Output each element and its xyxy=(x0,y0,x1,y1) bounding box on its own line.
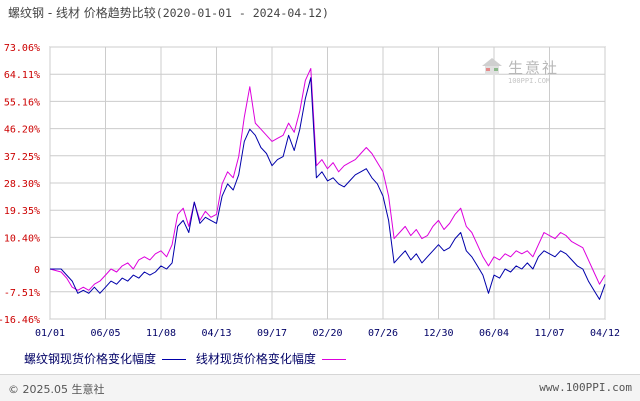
price-trend-chart: 生意社 100PPI.COM 73.06% 64.11% 55.16% 46.20% 3… xyxy=(0,43,620,339)
y-tick-label: 28.30% xyxy=(4,179,40,190)
x-tick-label: 06/05 xyxy=(90,328,120,339)
y-tick-label: 46.20% xyxy=(4,125,40,136)
chart-title-text: 螺纹钢 - 线材 价格趋势比较 xyxy=(8,6,156,20)
series-lines xyxy=(49,68,606,300)
x-tick-label: 09/17 xyxy=(257,328,287,339)
legend: 螺纹钢现货价格变化幅度 线材现货价格变化幅度 xyxy=(24,350,352,367)
x-tick-label: 12/30 xyxy=(423,328,453,339)
footer-site-link[interactable]: www.100PPI.com xyxy=(539,381,632,394)
legend-rebar-label: 螺纹钢现货价格变化幅度 xyxy=(24,352,157,366)
y-tick-label: 73.06% xyxy=(4,43,40,54)
x-tick-label: 04/12 xyxy=(590,328,620,339)
series-line-rebar xyxy=(50,77,606,300)
y-axis: 73.06% 64.11% 55.16% 46.20% 37.25% 28.30% 19.3… xyxy=(0,43,40,326)
y-tick-label: -16.46% xyxy=(0,315,40,326)
x-axis: 01/01 06/05 11/08 04/13 09/17 02/20 07/26 12/30… xyxy=(35,328,620,339)
y-tick-label: 64.11% xyxy=(4,70,40,81)
footer: © 2025.05 生意社 www.100PPI.com xyxy=(0,374,640,401)
y-tick-label: 19.35% xyxy=(4,206,40,217)
house-logo-icon xyxy=(482,58,502,75)
x-tick-label: 11/08 xyxy=(146,328,176,339)
watermark-url: 100PPI.COM xyxy=(508,77,550,85)
chart-title: 螺纹钢 - 线材 价格趋势比较(2020-01-01 - 2024-04-12) xyxy=(8,4,329,21)
x-tick-label: 04/13 xyxy=(201,328,231,339)
watermark: 生意社 100PPI.COM xyxy=(482,58,559,85)
chart-date-range: (2020-01-01 - 2024-04-12) xyxy=(155,6,329,20)
watermark-name: 生意社 xyxy=(508,59,559,77)
y-tick-label: 37.25% xyxy=(4,152,40,163)
y-tick-label: -7.51% xyxy=(4,288,40,299)
grid-lines xyxy=(49,46,606,320)
footer-copyright: © 2025.05 生意社 xyxy=(8,383,105,396)
legend-wire-label: 线材现货价格变化幅度 xyxy=(195,352,316,366)
y-tick-label: 55.16% xyxy=(4,97,40,108)
legend-rebar-swatch xyxy=(162,359,187,360)
series-line-wire xyxy=(49,68,606,291)
x-tick-label: 01/01 xyxy=(35,328,65,339)
y-tick-label: 0 xyxy=(34,265,40,276)
x-tick-label: 06/04 xyxy=(479,328,509,339)
x-tick-label: 07/26 xyxy=(368,328,398,339)
x-tick-label: 02/20 xyxy=(312,328,342,339)
x-tick-label: 11/07 xyxy=(534,328,564,339)
legend-wire-swatch xyxy=(321,359,346,360)
y-tick-label: 10.40% xyxy=(4,233,40,244)
